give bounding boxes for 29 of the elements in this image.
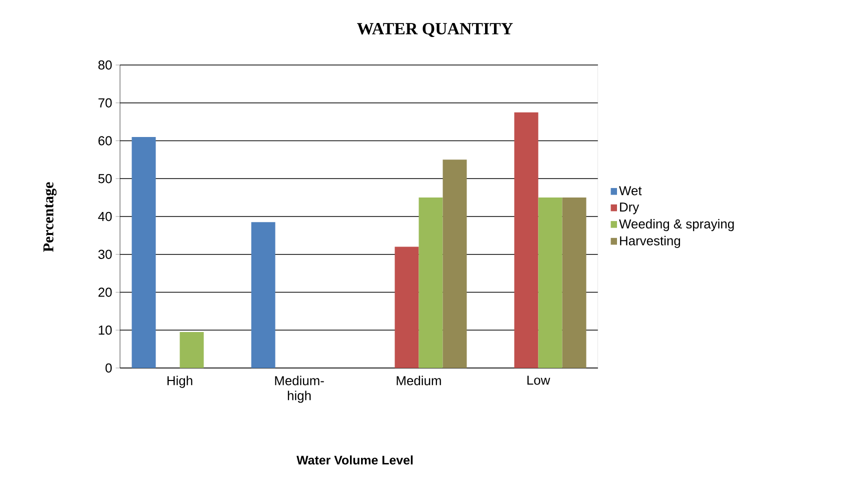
x-axis-title: Water Volume Level	[296, 455, 413, 465]
y-tick-label: 10	[98, 326, 112, 335]
legend-label: Dry	[620, 202, 640, 214]
bar	[251, 222, 276, 368]
y-tick-label: 80	[98, 60, 112, 70]
bar	[394, 246, 419, 368]
bar	[514, 112, 538, 368]
y-tick-label: 0	[106, 363, 112, 373]
x-tick-label: High	[168, 376, 192, 388]
legend-label: Harvesting	[620, 236, 680, 248]
y-tick-label: 70	[98, 98, 112, 108]
bar	[418, 198, 443, 368]
y-tick-label: 40	[98, 212, 112, 222]
bar	[442, 160, 467, 368]
x-tick-label: Medium-high	[275, 376, 324, 403]
y-tick-label: 30	[98, 250, 112, 259]
bar	[562, 198, 586, 368]
bar	[538, 198, 562, 368]
y-tick-label: 50	[98, 174, 112, 184]
y-tick-label: 20	[98, 288, 112, 297]
x-tick-label: Low	[527, 376, 550, 385]
bar	[132, 136, 156, 368]
bar	[180, 332, 204, 368]
x-tick-label: Medium	[396, 376, 441, 386]
legend-label: Weeding & spraying	[619, 219, 734, 232]
y-tick-label: 60	[98, 136, 112, 146]
legend-label: Wet	[619, 186, 642, 196]
y-axis-title: Percentage	[43, 182, 57, 252]
chart-title: WATER QUANTITY	[357, 23, 513, 37]
